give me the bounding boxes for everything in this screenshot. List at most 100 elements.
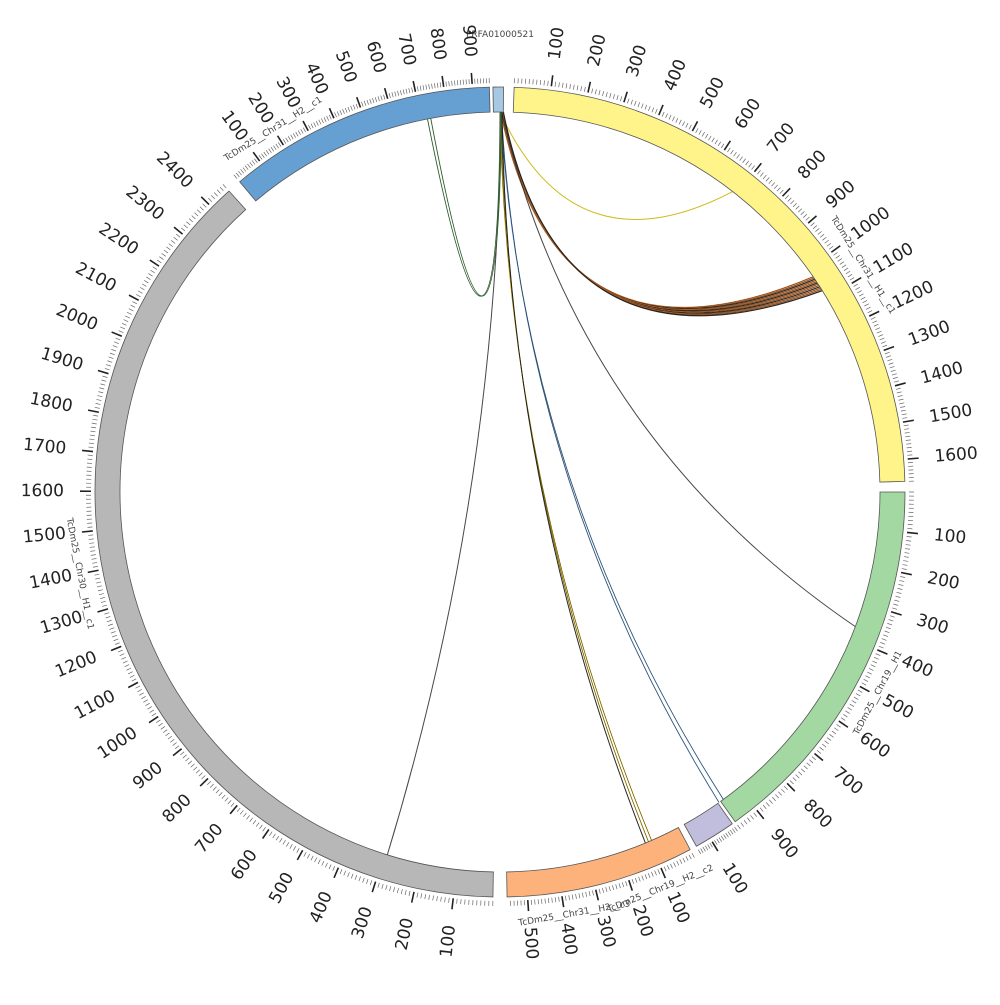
tick-label: 1600 <box>934 443 979 466</box>
major-tick <box>624 92 627 102</box>
link-outline <box>502 112 645 843</box>
major-tick <box>895 383 906 386</box>
major-tick <box>562 896 564 907</box>
segment-tcdm25-chr31-h1-c1 <box>513 87 905 482</box>
segments-layer <box>95 87 905 897</box>
major-tick <box>297 850 302 860</box>
link-outline <box>501 112 719 803</box>
major-tick <box>201 197 209 205</box>
tick-label: 400 <box>898 651 936 682</box>
major-tick <box>596 890 599 901</box>
tick-label: 100 <box>662 889 693 927</box>
link-tcdm25-chr31-h2-c3 <box>501 112 648 842</box>
major-tick <box>82 531 93 532</box>
tick-label: 700 <box>191 820 227 858</box>
tick-label: 300 <box>271 74 304 112</box>
tick-label: 300 <box>914 610 951 639</box>
tick-label: 1100 <box>71 686 119 724</box>
major-tick <box>783 188 791 196</box>
minor-ticks-tcdm25-chr31-h1-c1 <box>514 78 914 481</box>
major-tick <box>149 717 158 723</box>
segment-tcdm25-chr31-h2-c1 <box>240 87 490 201</box>
tick-label: 1400 <box>918 358 965 389</box>
tick-label: 2100 <box>72 259 120 297</box>
tick-label: 300 <box>348 904 377 941</box>
link-tcdm25-chr30-h1-c1 <box>387 112 501 855</box>
segment-prfa01000521 <box>493 87 504 112</box>
major-tick <box>98 609 109 612</box>
tick-label: 1400 <box>28 566 74 594</box>
major-tick <box>839 721 848 727</box>
link-tcdm25-chr19-h2-c2 <box>501 112 724 799</box>
major-tick <box>112 332 122 336</box>
tick-label: 1800 <box>28 389 74 417</box>
major-tick <box>129 295 139 300</box>
tick-label: 900 <box>822 177 860 213</box>
major-tick <box>787 783 795 791</box>
tick-label: 600 <box>362 39 390 76</box>
major-tick <box>551 75 552 86</box>
tick-label: 1200 <box>889 277 937 314</box>
tick-label: 100 <box>545 26 569 61</box>
tick-label: 100 <box>436 924 460 959</box>
tick-label: 500 <box>265 869 298 907</box>
tick-label: 200 <box>392 916 418 952</box>
tick-label: 2200 <box>95 219 142 260</box>
tick-label: 700 <box>763 119 799 157</box>
major-tick <box>452 898 453 909</box>
link-tcdm25-chr31-h2-c3 <box>500 112 652 840</box>
tick-label: 2400 <box>152 148 197 193</box>
major-tick <box>334 868 338 878</box>
tick-label: 100 <box>718 860 752 898</box>
major-tick <box>128 682 138 687</box>
tick-label: 200 <box>628 903 657 940</box>
major-tick <box>357 97 361 107</box>
link-outline <box>427 112 500 296</box>
link-outline <box>500 112 652 840</box>
tick-label: 1300 <box>38 607 85 639</box>
major-tick <box>659 105 663 115</box>
tick-label: 300 <box>623 43 652 80</box>
tick-label: 1500 <box>22 524 67 548</box>
tick-label: 200 <box>925 568 961 594</box>
tick-label: 200 <box>243 89 277 127</box>
tick-label: 800 <box>426 27 450 62</box>
tick-label: 1000 <box>94 723 141 763</box>
tick-label: 2300 <box>122 182 168 225</box>
major-tick <box>82 450 93 451</box>
tick-label: 900 <box>458 24 480 58</box>
major-tick <box>869 311 879 316</box>
tick-label: 200 <box>584 32 611 68</box>
major-tick <box>413 81 415 92</box>
major-tick <box>629 880 632 890</box>
segment-tcdm25-chr30-h1-c1 <box>95 191 493 897</box>
tick-label: 600 <box>731 95 766 133</box>
link-tcdm25-chr31-h2-c3 <box>502 112 645 843</box>
major-tick <box>471 73 472 84</box>
major-tick <box>528 900 529 911</box>
tick-label: 1600 <box>21 481 64 501</box>
tick-label: 500 <box>696 74 729 112</box>
tick-label: 900 <box>766 825 802 863</box>
major-tick <box>150 260 159 266</box>
major-tick <box>88 570 99 572</box>
major-tick <box>372 882 375 892</box>
link-outline <box>501 112 648 842</box>
major-tick <box>200 778 208 786</box>
major-tick <box>661 868 665 878</box>
tick-label: 900 <box>129 758 167 794</box>
tick-label: 1100 <box>870 239 917 278</box>
tick-label: 400 <box>660 56 691 94</box>
tick-label: 800 <box>794 146 831 183</box>
tick-label: 400 <box>306 889 337 927</box>
tick-label: 400 <box>556 921 581 956</box>
major-tick <box>860 686 870 691</box>
link-tcdm25-chr19-h2-c2 <box>501 112 719 803</box>
major-tick <box>903 420 914 422</box>
major-tick <box>412 892 414 903</box>
tick-label: 600 <box>227 846 262 884</box>
tick-label: 400 <box>301 60 332 98</box>
major-tick <box>908 458 919 459</box>
